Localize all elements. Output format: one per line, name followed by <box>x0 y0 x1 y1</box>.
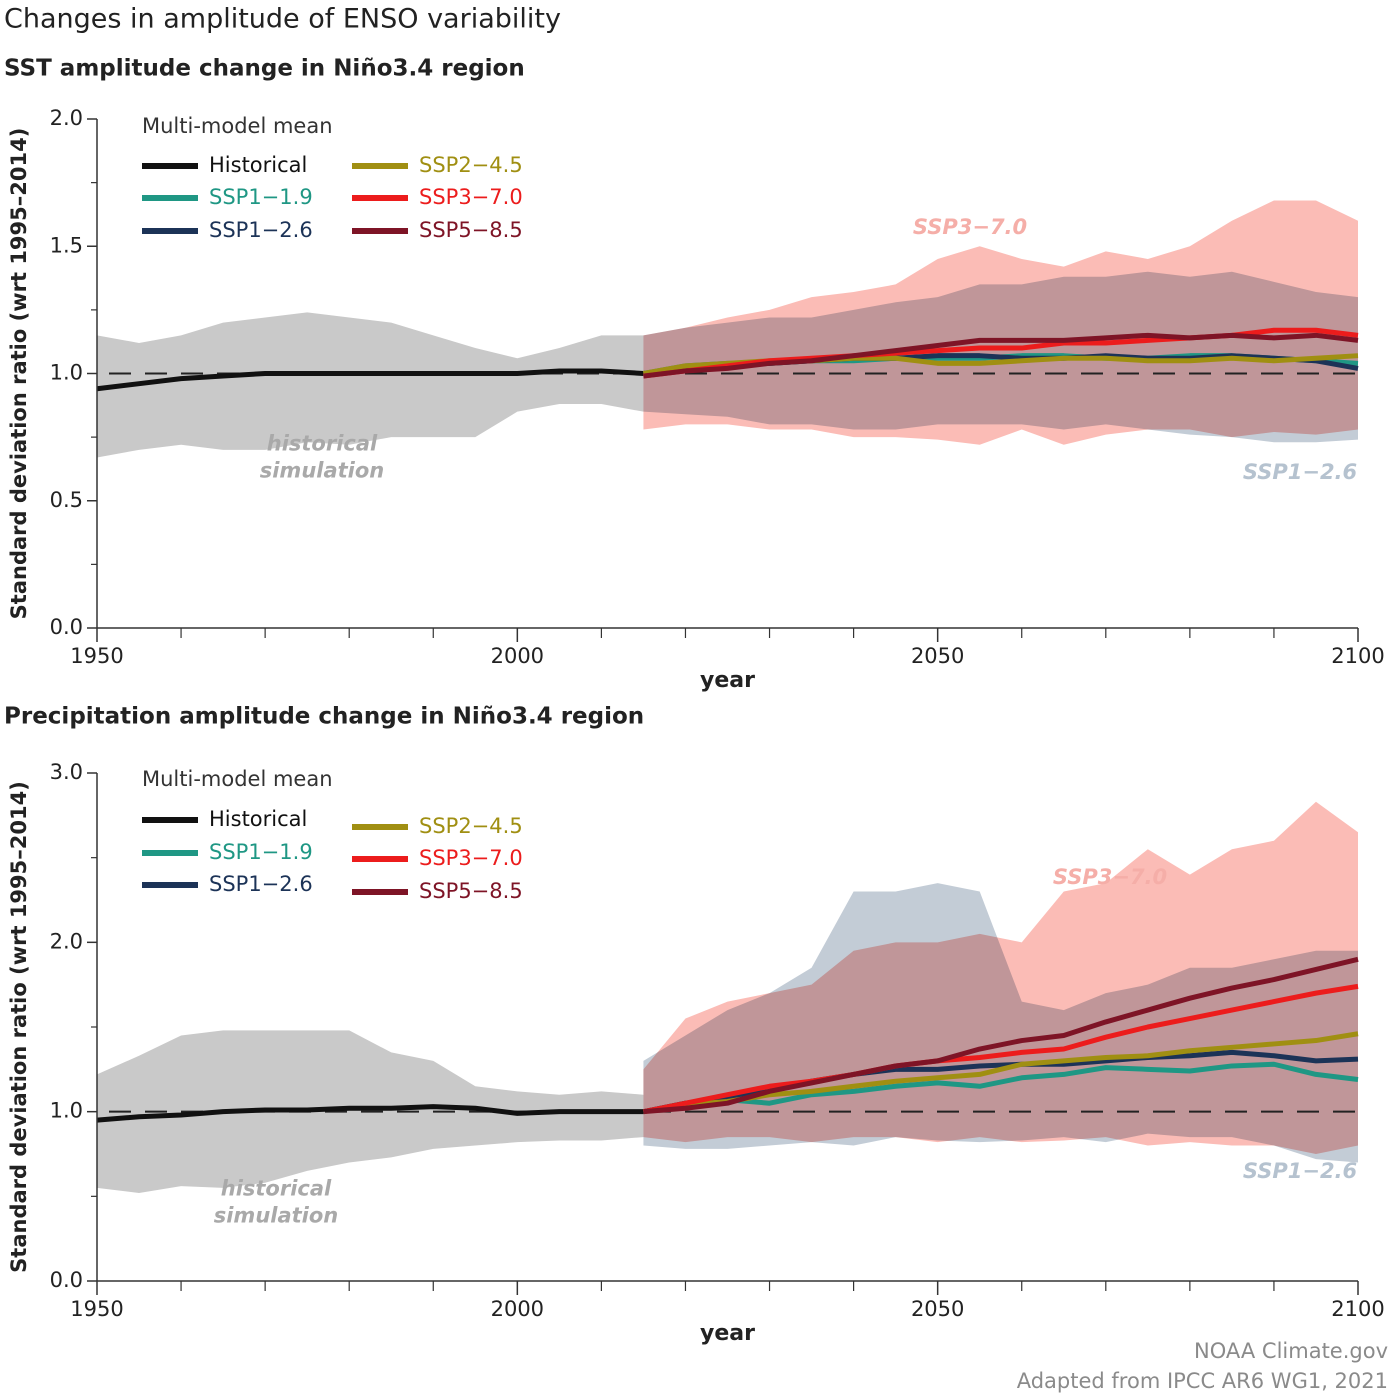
y-tick-label: 1.5 <box>50 233 83 257</box>
x-tick-label: 2100 <box>1331 1297 1384 1321</box>
y-tick-label: 0.0 <box>50 615 83 639</box>
band-label: simulation <box>260 459 385 483</box>
y-axis-title: Standard deviation ratio (wrt 1995–2014) <box>7 128 31 620</box>
chart-title: SST amplitude change in Niño3.4 region <box>4 56 525 82</box>
y-tick-label: 1.0 <box>50 361 83 385</box>
x-tick-label: 1950 <box>70 644 123 668</box>
legend-label: SSP1−2.6 <box>209 218 313 242</box>
band-label: SSP3−7.0 <box>1053 865 1167 889</box>
credit: NOAA Climate.gov <box>1194 1339 1388 1363</box>
series-line <box>96 368 644 392</box>
y-tick-label: 1.0 <box>50 1099 83 1123</box>
legend-label: SSP1−1.9 <box>209 840 313 864</box>
x-axis-title: year <box>700 668 755 693</box>
legend-title: Multi-model mean <box>142 114 333 138</box>
range-band <box>97 312 644 458</box>
band-label: SSP1−2.6 <box>1243 460 1357 484</box>
legend-label: SSP1−1.9 <box>209 185 313 209</box>
legend-label: SSP3−7.0 <box>419 846 523 870</box>
page-title: Changes in amplitude of ENSO variability <box>4 4 561 35</box>
series-line <box>96 1104 644 1123</box>
legend-label: SSP3−7.0 <box>419 185 523 209</box>
x-tick-label: 2000 <box>491 1297 544 1321</box>
band-label: SSP1−2.6 <box>1243 1159 1357 1183</box>
series-line <box>642 1061 1359 1115</box>
y-tick-label: 2.0 <box>50 929 83 953</box>
x-tick-label: 2000 <box>491 644 544 668</box>
series-line <box>642 983 1359 1115</box>
chart-title: Precipitation amplitude change in Niño3.… <box>4 704 644 730</box>
band-label: simulation <box>214 1204 339 1228</box>
legend-label: SSP1−2.6 <box>209 872 313 896</box>
legend-title: Multi-model mean <box>142 767 333 791</box>
legend-label: Historical <box>209 807 307 831</box>
y-tick-label: 0.5 <box>50 488 83 512</box>
legend-label: SSP5−8.5 <box>419 879 523 903</box>
y-tick-label: 0.0 <box>50 1268 83 1292</box>
x-tick-label: 1950 <box>70 1297 123 1321</box>
credit: Adapted from IPCC AR6 WG1, 2021 <box>1017 1369 1388 1393</box>
x-axis-title: year <box>700 1321 755 1346</box>
band-label: historical <box>221 1177 332 1201</box>
legend-label: SSP2−4.5 <box>419 814 523 838</box>
x-tick-label: 2050 <box>911 1297 964 1321</box>
x-tick-label: 2100 <box>1331 644 1384 668</box>
x-tick-label: 2050 <box>911 644 964 668</box>
legend-label: SSP5−8.5 <box>419 218 523 242</box>
legend-label: Historical <box>209 153 307 177</box>
band-label: historical <box>267 432 378 456</box>
series-line <box>643 332 1359 379</box>
series-line <box>643 956 1359 1115</box>
y-tick-label: 3.0 <box>50 760 83 784</box>
legend-label: SSP2−4.5 <box>419 153 523 177</box>
band-label: SSP3−7.0 <box>913 215 1027 239</box>
y-axis-title: Standard deviation ratio (wrt 1995–2014) <box>7 781 31 1273</box>
y-tick-label: 2.0 <box>50 106 83 130</box>
